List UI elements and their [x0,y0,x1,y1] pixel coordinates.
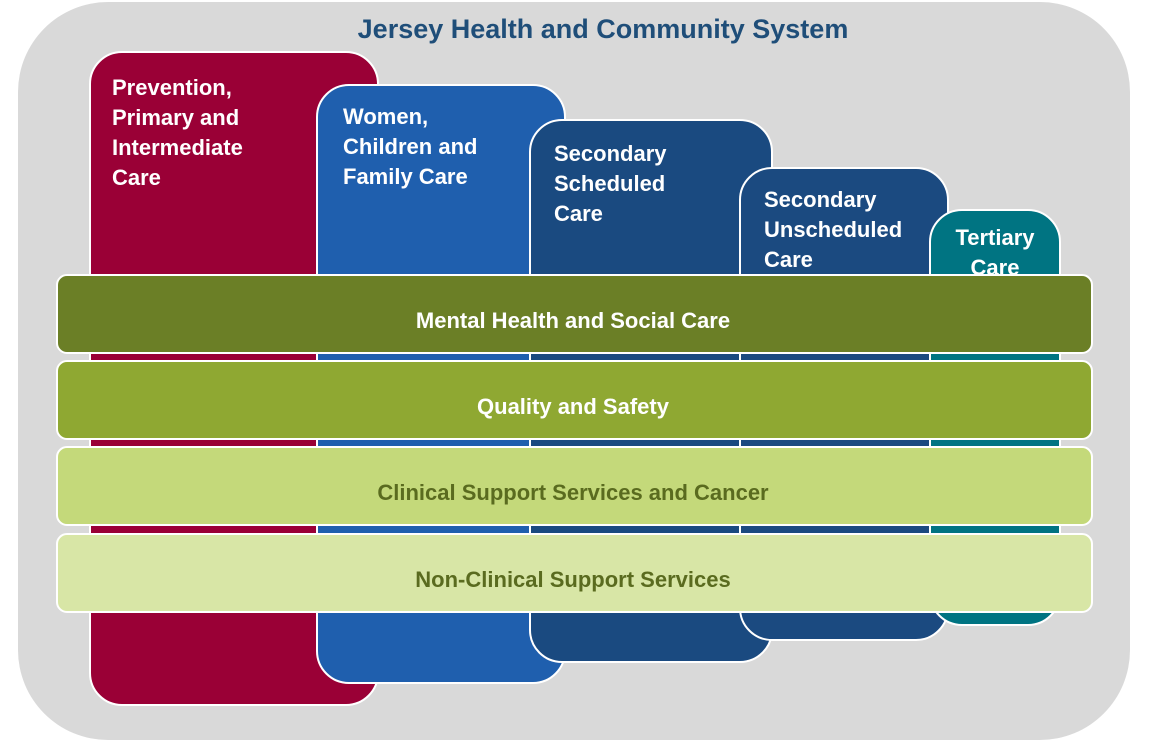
service-band [56,360,1093,440]
diagram-title: Jersey Health and Community System [358,14,849,44]
band-label: Clinical Support Services and Cancer [377,480,769,505]
band-label: Mental Health and Social Care [416,308,730,333]
column-label: Secondary [554,141,667,166]
column-label: Children and [343,134,477,159]
column-label: Prevention, [112,75,232,100]
column-label: Secondary [764,187,877,212]
column-label: Family Care [343,164,468,189]
column-label: Women, [343,104,428,129]
column-label: Intermediate [112,135,243,160]
service-band [56,446,1093,526]
column-label: Primary and [112,105,239,130]
service-band [56,533,1093,613]
column-label: Tertiary [955,225,1035,250]
band-label: Quality and Safety [477,394,670,419]
band-label: Non-Clinical Support Services [415,567,730,592]
column-label: Scheduled [554,171,665,196]
column-label: Care [112,165,161,190]
column-label: Care [764,247,813,272]
column-label: Care [554,201,603,226]
service-band [56,274,1093,354]
column-label: Unscheduled [764,217,902,242]
